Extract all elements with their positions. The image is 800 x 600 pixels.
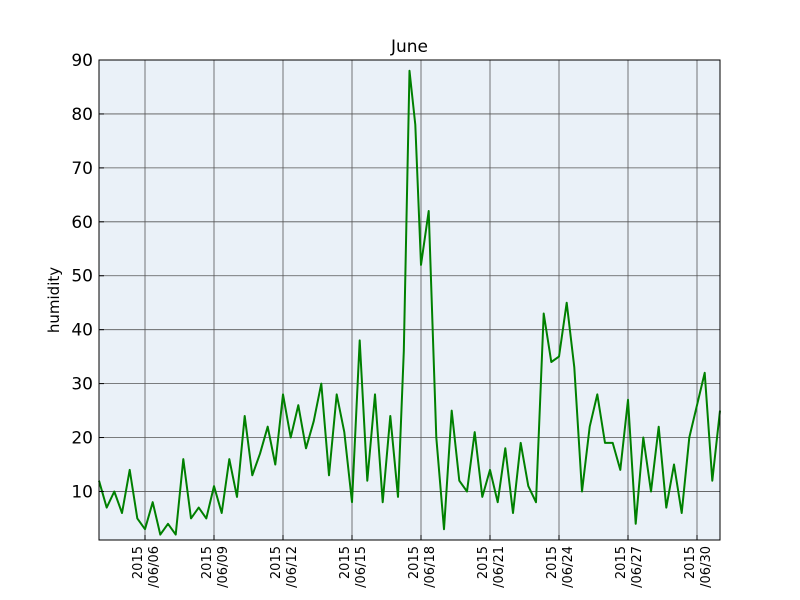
x-tick-label-year: 2015 — [200, 546, 215, 579]
x-tick-label: 2015/06/09 — [200, 546, 231, 588]
y-axis-label: humidity — [45, 267, 63, 333]
y-tick-label: 10 — [71, 482, 93, 502]
y-tick-label: 40 — [71, 321, 93, 341]
x-tick-label-date: /06/21 — [492, 546, 507, 588]
y-tick-label: 70 — [71, 159, 93, 179]
x-tick-label-year: 2015 — [269, 546, 284, 579]
x-tick-label-date: /06/06 — [147, 546, 162, 588]
x-tick-label-date: /06/15 — [354, 546, 369, 588]
x-tick-label-year: 2015 — [131, 546, 146, 579]
y-axis: 10 20 30 40 50 60 70 80 90 — [71, 51, 104, 502]
x-tick-label-year: 2015 — [545, 546, 560, 579]
x-tick-label-year: 2015 — [476, 546, 491, 579]
x-tick-label-date: /06/09 — [216, 546, 231, 588]
x-tick-label: 2015/06/30 — [683, 546, 714, 588]
plot-area — [99, 60, 720, 540]
x-axis: 2015/06/06 2015/06/09 2015/06/12 2015/06/15… — [131, 535, 714, 588]
grid-lines — [99, 59, 720, 540]
x-tick-label-date: /06/30 — [699, 546, 714, 588]
y-tick-label: 20 — [71, 429, 93, 449]
x-tick-label-year: 2015 — [683, 546, 698, 579]
x-tick-label: 2015/06/21 — [476, 546, 507, 588]
x-tick-label: 2015/06/27 — [614, 546, 645, 588]
y-tick-label: 30 — [71, 375, 93, 395]
humidity-series-line — [98, 69, 721, 536]
y-tick-label: 90 — [71, 51, 93, 71]
x-tick-label: 2015/06/15 — [338, 546, 369, 588]
x-tick-label: 2015/06/06 — [131, 546, 162, 588]
y-tick-label: 60 — [71, 213, 93, 233]
chart-title: June — [390, 37, 428, 57]
x-tick-label-year: 2015 — [614, 546, 629, 579]
x-tick-label: 2015/06/24 — [545, 546, 576, 588]
y-tick-label: 80 — [71, 105, 93, 125]
y-tick-label: 50 — [71, 267, 93, 287]
x-tick-label-date: /06/18 — [423, 546, 438, 588]
x-tick-label: 2015/06/18 — [407, 546, 438, 588]
x-tick-label-year: 2015 — [407, 546, 422, 579]
plot-frame — [98, 59, 721, 541]
x-tick-label-date: /06/27 — [630, 546, 645, 588]
x-tick-label-date: /06/12 — [285, 546, 300, 588]
x-tick-label-year: 2015 — [338, 546, 353, 579]
x-tick-label: 2015/06/12 — [269, 546, 300, 588]
x-tick-label-date: /06/24 — [561, 546, 576, 588]
